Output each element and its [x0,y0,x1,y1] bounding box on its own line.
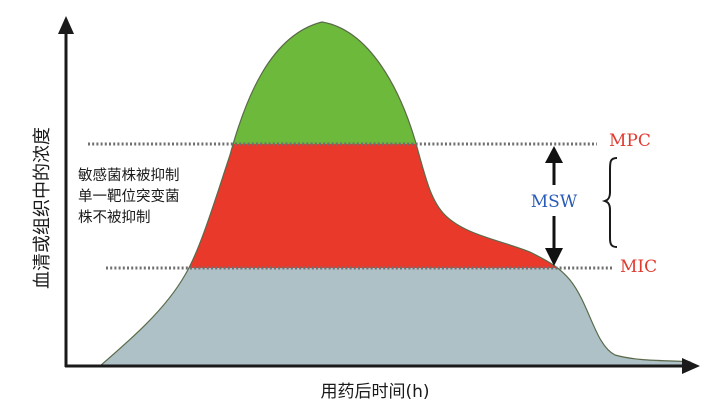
x-axis-arrow-icon [682,358,700,374]
x-axis-label: 用药后时间(h) [320,382,429,402]
msw-label: MSW [531,192,578,212]
region-below-mic [100,268,690,366]
region-above-mpc [100,22,690,144]
region-between-mic-mpc [100,144,690,268]
annotation-line-2: 单一靶位突变菌 [78,188,180,205]
y-axis-label: 血清或组织中的浓度 [32,127,53,289]
y-axis-arrow-icon [58,16,74,34]
arrow-up-icon [545,146,563,163]
annotation-line-3: 株不被抑制 [78,209,151,226]
msw-double-arrow [545,146,563,266]
curly-brace-icon [601,157,618,248]
mpc-label: MPC [609,131,651,151]
arrow-down-icon [545,248,563,266]
annotation-line-1: 敏感菌株被抑制 [78,167,180,184]
mic-label: MIC [620,257,657,277]
